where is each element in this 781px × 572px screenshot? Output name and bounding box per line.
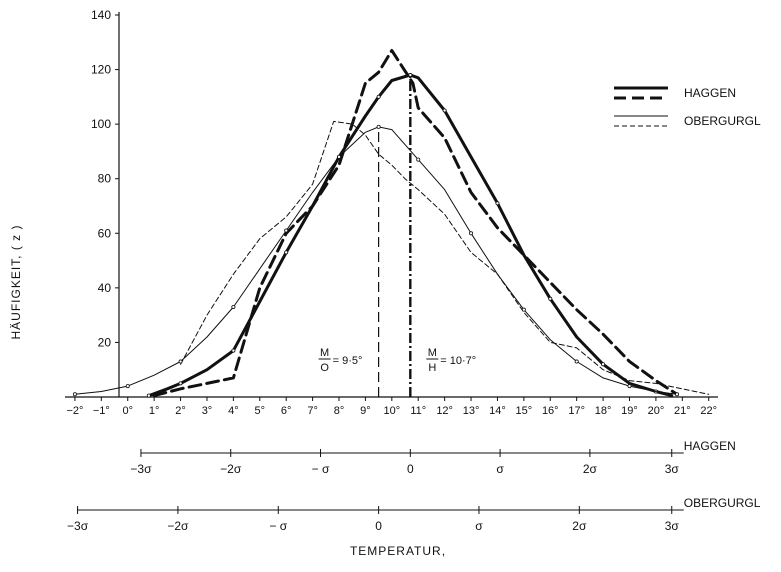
- data-point: [178, 359, 183, 364]
- sigma-tick-label: −2σ: [220, 462, 242, 476]
- x-tick-label: 7°: [307, 405, 318, 417]
- data-point: [146, 393, 151, 398]
- y-tick-label: 80: [98, 172, 112, 186]
- data-point: [72, 392, 77, 397]
- x-tick-label: 10°: [384, 405, 401, 417]
- sigma-tick-label: 0: [375, 519, 382, 533]
- data-point: [442, 108, 447, 113]
- x-tick-label: 14°: [489, 405, 506, 417]
- x-tick-label: −1°: [93, 405, 110, 417]
- x-tick-label: 9°: [360, 405, 371, 417]
- sigma-axis-name: HAGGEN: [684, 439, 736, 453]
- sigma-tick-label: 2σ: [572, 519, 587, 533]
- x-tick-label: 21°: [674, 405, 691, 417]
- sigma-tick-label: −3σ: [130, 462, 152, 476]
- data-point: [284, 250, 289, 255]
- x-tick-label: 12°: [436, 405, 453, 417]
- series-group: [72, 49, 710, 398]
- data-point: [408, 73, 413, 78]
- data-point: [125, 384, 130, 389]
- x-tick-label: 18°: [595, 405, 612, 417]
- data-point: [469, 231, 474, 236]
- x-tick-label: 20°: [648, 405, 665, 417]
- y-tick-label: 20: [98, 335, 112, 349]
- legend: HAGGEN OBERGURGL: [614, 86, 761, 128]
- sigma-tick-label: 3σ: [665, 462, 680, 476]
- reference-label-bottom: O: [320, 362, 329, 374]
- x-tick-label: 22°: [700, 405, 717, 417]
- x-tick-label: 11°: [410, 405, 426, 417]
- x-tick-label: 17°: [568, 405, 585, 417]
- x-tick-label: 5°: [255, 405, 266, 417]
- x-tick-label: 0°: [122, 405, 133, 417]
- data-point: [416, 157, 421, 162]
- reference-value: = 9·5°: [333, 355, 363, 367]
- x-tick-label: 4°: [228, 405, 239, 417]
- y-tick-label: 100: [91, 117, 111, 131]
- x-tick-label: 16°: [542, 405, 559, 417]
- reference-lines: MO= 9·5°MH= 10·7°: [318, 75, 476, 397]
- y-tick-label: 120: [91, 63, 111, 77]
- x-tick-label: 19°: [621, 405, 638, 417]
- series-line-haggen-normal-curve: [147, 73, 674, 398]
- reference-label-top: M: [320, 347, 329, 359]
- axes: −2° −1° 0° 1° 2° 3° 4° 5° 6° 7° 8° 9° 10° 11° 12° 13° 14…: [65, 8, 718, 417]
- sigma-tick-label: − σ: [269, 519, 287, 533]
- sigma-tick-label: 3σ: [665, 519, 680, 533]
- x-tick-label: 15°: [516, 405, 533, 417]
- x-axis-label: TEMPERATUR,: [350, 544, 446, 558]
- reference-value: = 10·7°: [440, 355, 476, 367]
- data-point: [231, 304, 236, 309]
- sigma-tick-label: 2σ: [583, 462, 598, 476]
- legend-label: HAGGEN: [684, 86, 736, 100]
- sigma-axis-name: OBERGURGL: [684, 496, 761, 510]
- data-point: [495, 201, 500, 206]
- sigma-tick-label: −3σ: [67, 519, 89, 533]
- x-tick-label: 2°: [175, 405, 186, 417]
- sigma-tick-label: σ: [475, 519, 483, 533]
- data-point: [521, 307, 526, 312]
- data-point: [231, 348, 236, 353]
- x-tick-label: 8°: [334, 405, 345, 417]
- legend-label: OBERGURGL: [684, 114, 761, 128]
- y-tick-label: 40: [98, 281, 112, 295]
- data-point: [574, 359, 579, 364]
- sigma-tick-label: −2σ: [167, 519, 189, 533]
- series-line-obergurgl-normal-curve: [74, 126, 678, 395]
- sigma-axes: −3σ −2σ − σ 0 σ 2σ 3σ HAGGEN −3σ −2σ − σ 0 σ 2σ 3σ OBER…: [67, 439, 761, 533]
- data-point: [376, 124, 381, 129]
- data-point: [548, 296, 553, 301]
- x-tick-label: 6°: [281, 405, 292, 417]
- y-axis-label: HÄUFIGKEIT, ( z ): [9, 224, 23, 339]
- series-line-obergurgl-empirical: [180, 120, 710, 395]
- x-tick-label: 1°: [149, 405, 160, 417]
- reference-label-top: M: [428, 347, 437, 359]
- sigma-tick-label: σ: [496, 462, 504, 476]
- sigma-tick-label: − σ: [312, 462, 330, 476]
- x-tick-label: 3°: [202, 405, 213, 417]
- data-point: [376, 94, 381, 99]
- data-point: [178, 381, 183, 386]
- data-point: [601, 362, 606, 367]
- sigma-tick-label: 0: [407, 462, 414, 476]
- y-tick-label: 60: [98, 226, 112, 240]
- data-point: [675, 392, 680, 397]
- data-point: [284, 228, 289, 233]
- reference-label-bottom: H: [428, 362, 436, 374]
- data-point: [337, 154, 342, 159]
- data-point: [627, 384, 632, 389]
- x-tick-label: −2°: [66, 405, 83, 417]
- x-tick-label: 13°: [463, 405, 480, 417]
- series-line-haggen-empirical: [152, 49, 679, 398]
- y-tick-label: 140: [91, 8, 111, 22]
